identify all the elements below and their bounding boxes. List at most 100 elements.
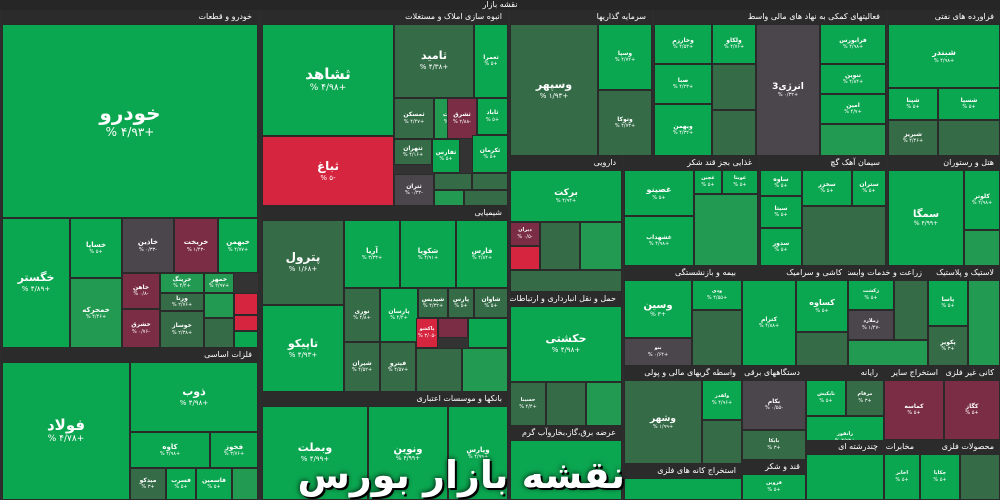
stock-tile[interactable] xyxy=(624,478,742,500)
stock-tile[interactable]: حکشتی +۴/۹۸ % xyxy=(510,306,622,382)
stock-tile[interactable]: فولاد +۴/۷۸ % xyxy=(2,362,130,500)
stock-tile[interactable]: مرقام +۳ % xyxy=(846,380,884,416)
stock-tile[interactable]: وشهر +۱/۹۹ % xyxy=(624,380,702,464)
stock-tile[interactable]: ولکاو +۴/۷۶ % xyxy=(712,24,756,64)
stock-tile[interactable] xyxy=(702,420,742,464)
stock-tile[interactable]: ذوب +۴/۹۸ % xyxy=(130,362,258,432)
stock-tile[interactable]: پارسان +۴/۴ % xyxy=(380,288,418,342)
sector-title[interactable]: حمل و نقل انبارداری و ارتباطات xyxy=(510,292,622,306)
stock-tile[interactable]: نوری +۴/۸ % xyxy=(344,288,380,342)
stock-tile[interactable] xyxy=(416,348,462,392)
stock-tile[interactable]: شسپا +۵ % xyxy=(938,88,1000,120)
sector-title[interactable]: دستگاههای برقی xyxy=(742,366,806,380)
stock-tile[interactable] xyxy=(848,340,928,366)
stock-tile[interactable] xyxy=(820,124,886,156)
stock-tile[interactable] xyxy=(434,173,472,190)
stock-tile[interactable]: خودرو +۴/۹۳ % xyxy=(2,24,258,218)
stock-tile[interactable]: برکت +۴/۹۴ % xyxy=(510,170,622,222)
stock-tile[interactable]: فسرب +۵ % xyxy=(166,468,196,500)
stock-tile[interactable]: بکام -۰/۵۵ % xyxy=(742,380,806,430)
sector-title[interactable]: شیمیایی xyxy=(262,206,508,220)
stock-tile[interactable] xyxy=(968,280,1000,366)
sector-title[interactable]: کاشی و سرامیک xyxy=(742,266,848,280)
sector-title[interactable]: سیمان آهک گچ xyxy=(760,156,886,170)
sector-title[interactable]: فعالیتهای کمکی به نهاد های مالی واسط xyxy=(654,10,886,24)
stock-tile[interactable]: وسپهر +۱/۹۳ % xyxy=(510,24,598,156)
stock-tile[interactable]: فخوز +۳/۷۶ % xyxy=(210,432,258,468)
stock-tile[interactable]: امین +۴/۷ % xyxy=(820,94,886,124)
stock-tile[interactable]: پاسا +۵ % xyxy=(928,280,968,326)
stock-tile[interactable]: ثباغ -۵ % xyxy=(262,136,394,206)
sector-title[interactable]: بانکها و موسسات اعتباری xyxy=(262,392,508,406)
stock-tile[interactable] xyxy=(712,110,756,156)
stock-tile[interactable]: ودی +۴/۵۵ % xyxy=(692,280,742,310)
stock-tile[interactable]: وپارس +۴/۹۹ % xyxy=(448,406,508,500)
sector-title[interactable]: قند و شکر xyxy=(742,460,806,474)
stock-tile[interactable]: خاهن -۰/۸ % xyxy=(122,273,160,309)
stock-tile[interactable]: سدور +۵ % xyxy=(760,228,802,266)
stock-tile[interactable]: فیترو +۴/۵۷ % xyxy=(380,342,416,392)
stock-tile[interactable]: آریا +۳/۳۳ % xyxy=(344,220,400,288)
stock-tile[interactable]: انرژی3 +۰/۳۲ % xyxy=(756,24,820,156)
stock-tile[interactable]: وبملت +۴/۹۹ % xyxy=(262,406,368,500)
stock-tile[interactable]: خریخت -۱/۴۳ % xyxy=(174,218,218,273)
sector-title[interactable]: محصولات فلزی xyxy=(920,440,1000,454)
stock-tile[interactable]: وبهمن +۴/۳۲ % xyxy=(654,104,712,156)
stock-tile[interactable]: سخزر +۵ % xyxy=(802,170,852,206)
stock-tile[interactable]: غچین +۵ % xyxy=(694,170,722,194)
stock-tile[interactable]: تنوین +۴/۸۴ % xyxy=(820,64,886,94)
stock-tile[interactable]: خساپا +۵ % xyxy=(70,218,122,278)
stock-tile[interactable] xyxy=(806,454,884,500)
sector-title[interactable]: سرمایه گذاریها xyxy=(510,10,652,24)
sector-title[interactable]: فراورده های نفتی xyxy=(888,10,1000,24)
sector-title[interactable]: فلزات اساسی xyxy=(2,348,258,362)
stock-tile[interactable]: حسینا +۴/۴ % xyxy=(510,382,546,426)
sector-title[interactable]: انبوه سازی املاک و مستغلات xyxy=(262,10,508,24)
stock-tile[interactable]: قزوین +۵ % xyxy=(742,474,806,500)
stock-tile[interactable]: ثاباد +۵ % xyxy=(477,98,508,135)
stock-tile[interactable]: شبریز +۴/۴۶ % xyxy=(888,120,938,156)
stock-tile[interactable]: وخارزم +۴/۵۳ % xyxy=(654,24,712,64)
stock-tile[interactable] xyxy=(510,246,540,270)
stock-tile[interactable]: خاذین -۰/۳۳ % xyxy=(122,218,174,273)
stock-tile[interactable]: سمگا +۴/۹۹ % xyxy=(888,170,964,266)
stock-tile[interactable] xyxy=(546,382,586,426)
sector-title[interactable]: عرضه برق،گاز،بخاروآب گرم xyxy=(510,426,622,440)
stock-tile[interactable]: ورنا +۲/۷۶ % xyxy=(160,293,204,311)
stock-tile[interactable]: پترول +۱/۶۸ % xyxy=(262,220,344,305)
stock-tile[interactable]: کلوتر +۴/۹۸ % xyxy=(964,170,1000,230)
stock-tile[interactable] xyxy=(894,280,928,340)
stock-tile[interactable] xyxy=(438,318,468,338)
stock-tile[interactable]: غشهداب +۴/۹۸ % xyxy=(624,216,694,266)
stock-tile[interactable]: شپدیس +۴/۳۲ % xyxy=(418,288,448,318)
stock-tile[interactable] xyxy=(510,440,622,500)
stock-tile[interactable]: ثعمرا +۵ % xyxy=(474,24,508,98)
stock-tile[interactable]: ثشرق -۲/۸۸ % xyxy=(447,98,477,139)
stock-tile[interactable] xyxy=(204,293,234,318)
stock-tile[interactable]: کساوه +۵ % xyxy=(796,280,848,332)
stock-tile[interactable]: ثامید +۴/۳۸ % xyxy=(394,24,474,98)
stock-tile[interactable]: غصینو +۵ % xyxy=(624,170,694,216)
stock-tile[interactable]: غویتا +۵ % xyxy=(722,170,758,194)
stock-tile[interactable] xyxy=(802,206,886,266)
stock-tile[interactable]: وسپا +۴/۷۲ % xyxy=(598,24,652,90)
stock-tile[interactable]: ونوین +۴/۹۹ % xyxy=(368,406,448,500)
stock-tile[interactable] xyxy=(694,194,758,266)
sector-title[interactable]: هتل و رستوران xyxy=(888,156,1000,170)
stock-tile[interactable]: ستران +۵ % xyxy=(852,170,886,206)
stock-tile[interactable]: ثتهران +۴/۱۶ % xyxy=(394,139,432,165)
stock-tile[interactable]: زکشت +۵ % xyxy=(848,280,894,310)
stock-tile[interactable] xyxy=(234,293,258,315)
stock-tile[interactable]: شبندر +۴/۹۸ % xyxy=(888,24,1000,88)
stock-tile[interactable] xyxy=(462,348,508,392)
stock-tile[interactable]: تاپیکو +۴/۹۳ % xyxy=(262,305,344,392)
stock-tile[interactable] xyxy=(712,64,756,110)
stock-tile[interactable]: بنو +۰/۶۴ % xyxy=(624,338,692,366)
stock-tile[interactable]: سیتا +۵ % xyxy=(760,196,802,228)
sector-title[interactable]: چندرشته ای xyxy=(806,440,884,454)
stock-tile[interactable]: فاسمین +۵ % xyxy=(196,468,232,500)
stock-tile[interactable]: شکویا +۴/۹۱ % xyxy=(400,220,456,288)
stock-tile[interactable]: کماسه +۵ % xyxy=(884,380,944,440)
stock-tile[interactable]: صبا +۴/۲۳ % xyxy=(654,64,712,104)
stock-tile[interactable]: خوساز +۲/۳۸ % xyxy=(160,311,204,348)
